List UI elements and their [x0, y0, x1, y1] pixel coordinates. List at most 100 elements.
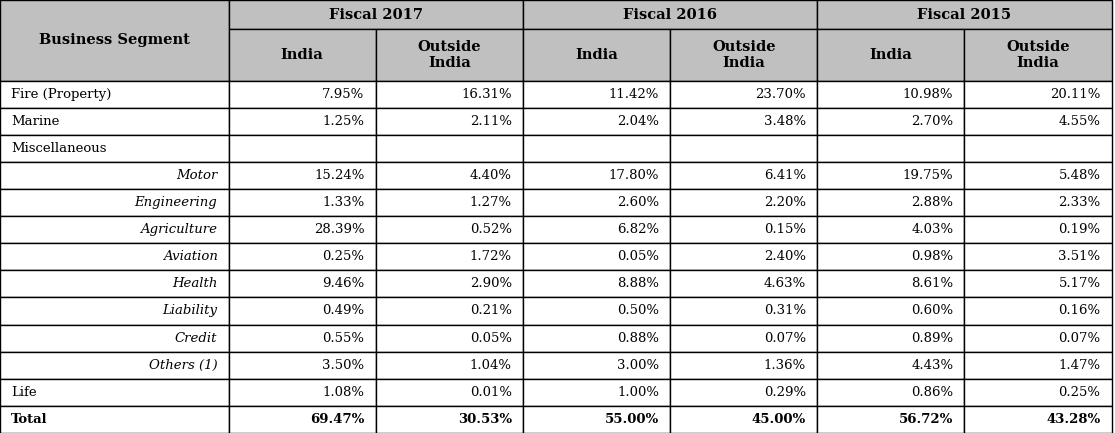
Text: Liability: Liability	[163, 304, 217, 317]
Bar	[523, 162, 670, 189]
Bar	[817, 352, 964, 379]
Text: Engineering: Engineering	[135, 196, 217, 209]
Bar	[523, 29, 670, 81]
Text: 5.48%: 5.48%	[1058, 169, 1101, 182]
Bar	[229, 379, 376, 406]
Text: 0.19%: 0.19%	[1058, 223, 1101, 236]
Bar	[376, 297, 523, 325]
Bar	[0, 135, 229, 162]
Bar	[817, 406, 964, 433]
Bar	[817, 379, 964, 406]
Text: 0.88%: 0.88%	[617, 332, 659, 345]
Text: Fiscal 2016: Fiscal 2016	[623, 8, 717, 22]
Bar	[229, 270, 376, 297]
Text: Business Segment: Business Segment	[39, 33, 190, 47]
Bar	[523, 325, 670, 352]
Text: Health: Health	[172, 278, 217, 291]
Bar	[229, 216, 376, 243]
Bar	[817, 135, 964, 162]
Bar	[376, 216, 523, 243]
Bar	[229, 0, 523, 29]
Bar	[376, 162, 523, 189]
Bar	[817, 325, 964, 352]
Text: 15.24%: 15.24%	[314, 169, 365, 182]
Bar	[964, 406, 1112, 433]
Text: 1.47%: 1.47%	[1058, 359, 1101, 372]
Text: 1.72%: 1.72%	[469, 250, 512, 263]
Text: 0.25%: 0.25%	[1058, 386, 1101, 399]
Bar	[523, 297, 670, 325]
Bar	[523, 406, 670, 433]
Text: Credit: Credit	[175, 332, 217, 345]
Text: 3.48%: 3.48%	[764, 115, 806, 128]
Bar	[229, 135, 376, 162]
Text: 45.00%: 45.00%	[752, 413, 806, 426]
Bar	[376, 270, 523, 297]
Text: Aviation: Aviation	[163, 250, 217, 263]
Bar	[817, 29, 964, 81]
Text: 55.00%: 55.00%	[604, 413, 659, 426]
Bar	[817, 216, 964, 243]
Text: 0.89%: 0.89%	[911, 332, 953, 345]
Text: 1.27%: 1.27%	[469, 196, 512, 209]
Bar	[523, 0, 817, 29]
Text: 0.50%: 0.50%	[617, 304, 659, 317]
Text: 1.00%: 1.00%	[617, 386, 659, 399]
Bar	[964, 81, 1112, 108]
Bar	[817, 297, 964, 325]
Text: Outside
India: Outside India	[1006, 40, 1070, 70]
Text: India: India	[870, 48, 912, 62]
Text: 0.15%: 0.15%	[764, 223, 806, 236]
Bar	[523, 243, 670, 270]
Bar	[0, 406, 229, 433]
Text: 4.43%: 4.43%	[911, 359, 953, 372]
Text: 4.40%: 4.40%	[469, 169, 512, 182]
Bar	[964, 352, 1112, 379]
Text: 0.86%: 0.86%	[911, 386, 953, 399]
Text: 7.95%: 7.95%	[322, 87, 365, 100]
Bar	[229, 243, 376, 270]
Bar	[523, 216, 670, 243]
Text: 2.33%: 2.33%	[1058, 196, 1101, 209]
Text: 0.29%: 0.29%	[764, 386, 806, 399]
Bar	[964, 270, 1112, 297]
Text: 0.52%: 0.52%	[469, 223, 512, 236]
Bar	[376, 379, 523, 406]
Bar	[523, 270, 670, 297]
Text: 2.60%: 2.60%	[617, 196, 659, 209]
Bar	[670, 216, 817, 243]
Text: Fire (Property): Fire (Property)	[11, 87, 112, 100]
Bar	[964, 325, 1112, 352]
Text: 11.42%: 11.42%	[609, 87, 659, 100]
Bar	[670, 270, 817, 297]
Text: 3.50%: 3.50%	[322, 359, 365, 372]
Bar	[817, 243, 964, 270]
Bar	[964, 108, 1112, 135]
Text: Agriculture: Agriculture	[140, 223, 217, 236]
Text: 1.04%: 1.04%	[469, 359, 512, 372]
Text: 1.33%: 1.33%	[322, 196, 365, 209]
Bar	[0, 352, 229, 379]
Bar	[376, 325, 523, 352]
Bar	[0, 162, 229, 189]
Bar	[523, 189, 670, 216]
Bar	[0, 270, 229, 297]
Bar	[0, 108, 229, 135]
Bar	[0, 216, 229, 243]
Text: 16.31%: 16.31%	[462, 87, 512, 100]
Text: 8.88%: 8.88%	[617, 278, 659, 291]
Text: 1.36%: 1.36%	[764, 359, 806, 372]
Text: India: India	[575, 48, 618, 62]
Bar	[670, 29, 817, 81]
Bar	[0, 297, 229, 325]
Bar	[523, 81, 670, 108]
Bar	[229, 297, 376, 325]
Text: Outside
India: Outside India	[417, 40, 482, 70]
Bar	[964, 135, 1112, 162]
Text: 0.21%: 0.21%	[469, 304, 512, 317]
Text: 0.49%: 0.49%	[322, 304, 365, 317]
Text: 0.01%: 0.01%	[469, 386, 512, 399]
Text: 19.75%: 19.75%	[903, 169, 953, 182]
Bar	[964, 162, 1112, 189]
Text: 0.60%: 0.60%	[911, 304, 953, 317]
